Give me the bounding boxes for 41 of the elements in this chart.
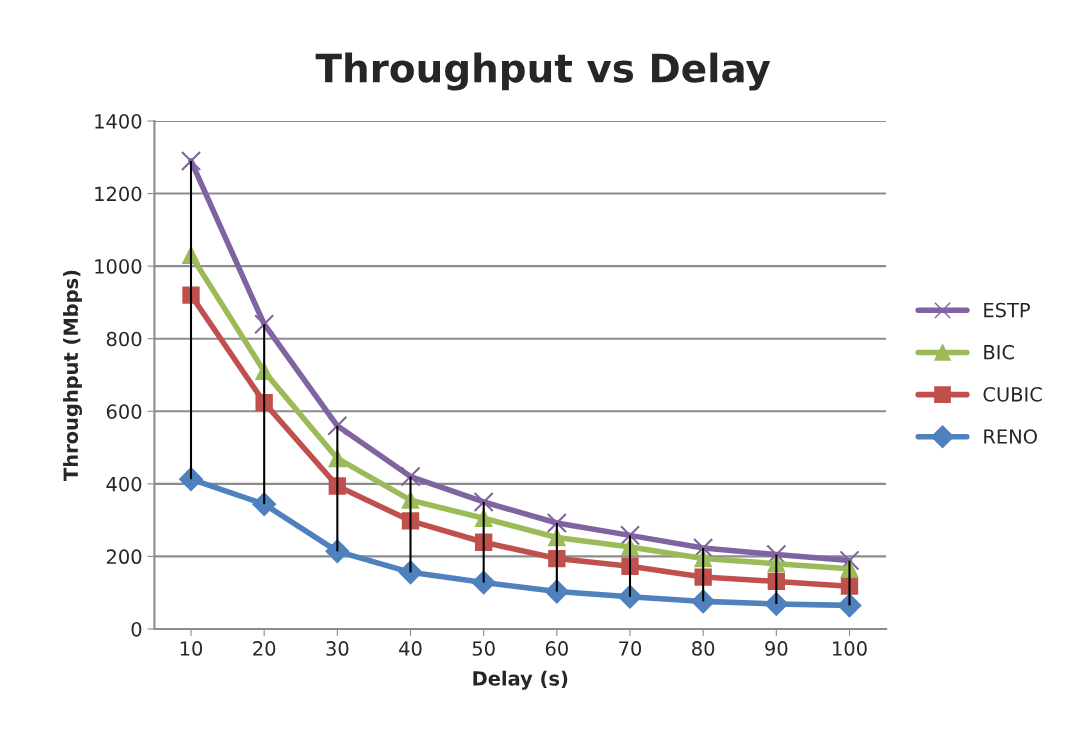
point	[254, 314, 275, 335]
point	[691, 589, 716, 614]
y-axis-title: Throughput (Mbps)	[63, 270, 83, 481]
x-axis-title: Delay (s)	[473, 670, 568, 690]
y-tick-label: 1400	[95, 113, 142, 129]
point	[764, 592, 789, 616]
x-tick-label: 40	[399, 641, 422, 656]
x-tick-label: 30	[326, 641, 349, 656]
y-tick-label: 400	[106, 476, 142, 492]
y-tick-label: 1000	[95, 259, 142, 274]
point	[252, 492, 277, 516]
y-tick-label: 0	[131, 621, 142, 637]
point	[180, 150, 202, 171]
point	[619, 525, 641, 546]
legend-label: BIC	[984, 344, 1014, 360]
point	[327, 415, 348, 436]
point	[400, 466, 421, 487]
point	[544, 579, 569, 604]
chart-title: Throughput vs Delay	[315, 52, 771, 91]
x-tick-label: 90	[765, 641, 788, 656]
x-tick-label: 50	[472, 641, 495, 656]
point	[546, 512, 567, 534]
point	[179, 467, 203, 491]
point	[839, 550, 860, 571]
y-tick-label: 800	[106, 331, 142, 347]
x-tick-label: 20	[253, 641, 276, 656]
point	[693, 538, 714, 559]
point	[325, 539, 350, 564]
legend-label: CUBIC	[983, 387, 1042, 402]
legend-label: ESTP	[984, 302, 1030, 318]
y-tick-label: 600	[106, 404, 142, 419]
x-tick-label: 80	[692, 641, 715, 656]
y-tick-label: 200	[106, 549, 142, 565]
legend-label: RENO	[984, 429, 1037, 444]
x-tick-label: 60	[545, 641, 568, 656]
y-tick-label: 1200	[95, 186, 142, 202]
point	[471, 570, 496, 595]
x-tick-label: 100	[833, 641, 867, 656]
x-tick-label: 70	[619, 641, 642, 656]
point	[473, 491, 494, 513]
x-tick-label: 10	[180, 641, 203, 656]
